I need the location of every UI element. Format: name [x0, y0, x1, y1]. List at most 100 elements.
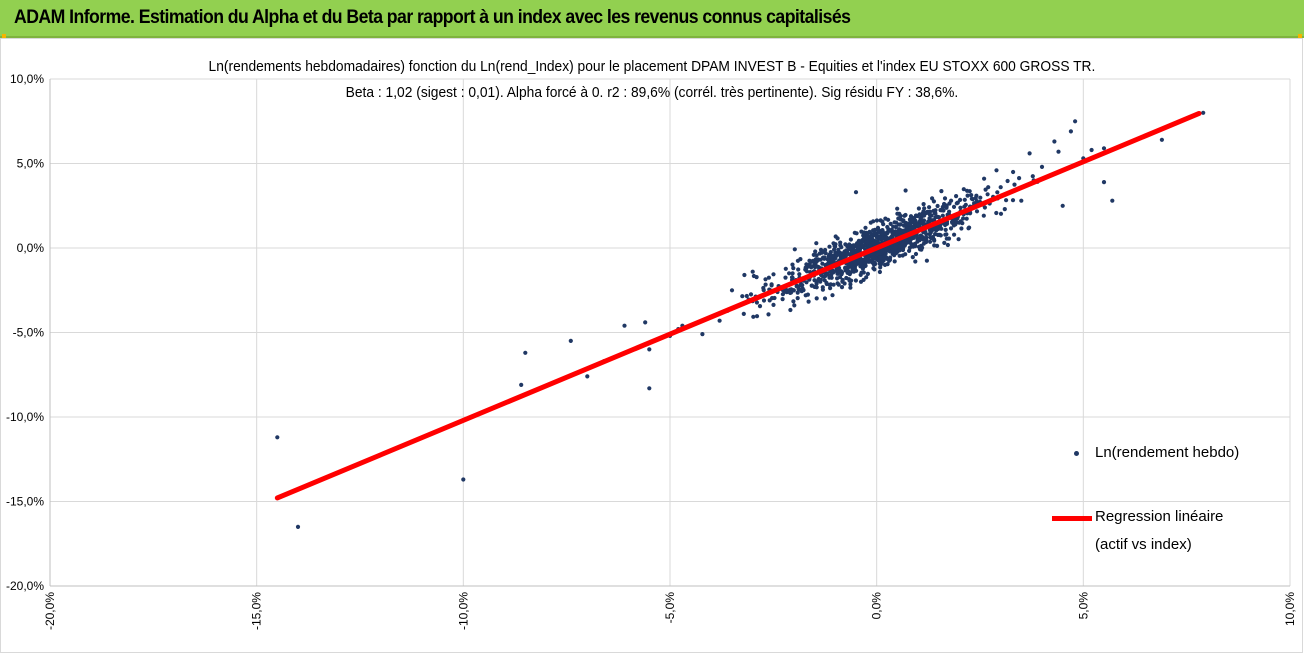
data-point — [962, 204, 967, 209]
data-point — [815, 264, 821, 269]
data-point — [851, 247, 856, 252]
y-tick-label: 0,0% — [17, 241, 45, 255]
data-point — [921, 202, 926, 207]
chart-area: 10,0% 5,0% 0,0% -5,0% -10,0% -15,0% -20,0% -20,… — [0, 38, 1304, 654]
data-point — [893, 224, 899, 230]
data-point — [800, 283, 805, 288]
data-point — [922, 237, 927, 242]
x-tick-label: 0,0% — [870, 592, 884, 620]
data-point — [928, 239, 933, 244]
data-point — [783, 275, 788, 280]
data-point — [865, 240, 870, 245]
data-point — [823, 247, 828, 253]
data-point — [974, 193, 979, 198]
data-point — [913, 259, 918, 264]
data-point — [974, 199, 979, 204]
data-point — [908, 214, 914, 219]
data-point — [519, 382, 524, 387]
data-point — [763, 282, 768, 287]
legend-marker-regression — [1052, 516, 1092, 521]
data-point — [852, 230, 857, 235]
data-point — [952, 232, 957, 237]
data-point — [780, 297, 785, 302]
data-point — [748, 292, 754, 297]
data-point — [898, 229, 903, 234]
data-point — [804, 262, 809, 267]
x-tick-label: -10,0% — [456, 592, 470, 630]
data-point — [771, 302, 776, 307]
legend-label-regression-1: Regression linéaire — [1095, 508, 1224, 525]
data-point — [523, 350, 528, 355]
chart-title: Ln(rendements hebdomadaires) fonction du… — [0, 58, 1304, 75]
data-point — [908, 222, 913, 227]
data-point — [985, 192, 990, 197]
y-tick-label: -20,0% — [6, 579, 44, 593]
data-point — [817, 278, 822, 283]
data-point — [954, 194, 959, 199]
data-point — [872, 267, 877, 272]
data-point — [951, 204, 957, 209]
data-point — [994, 168, 999, 173]
data-point — [853, 278, 859, 283]
data-point — [958, 205, 963, 210]
data-point — [861, 270, 866, 275]
data-point — [935, 243, 940, 248]
data-point — [804, 269, 810, 274]
data-point — [836, 282, 841, 287]
data-point — [796, 267, 801, 272]
data-point — [886, 248, 891, 253]
data-point — [862, 235, 867, 241]
data-point — [783, 266, 788, 271]
data-point — [966, 226, 971, 231]
data-point — [1039, 164, 1045, 169]
data-point — [933, 215, 938, 220]
y-tick-label: 5,0% — [17, 157, 45, 171]
data-point — [771, 272, 776, 277]
data-point — [795, 296, 800, 301]
data-point — [864, 275, 869, 280]
data-point — [750, 269, 755, 274]
data-point — [927, 216, 932, 221]
data-point — [883, 251, 888, 256]
data-point — [874, 239, 879, 244]
data-point — [1011, 169, 1016, 175]
chart-title-text: Ln(rendements hebdomadaires) fonction du… — [208, 58, 1096, 75]
data-point — [868, 243, 873, 248]
data-point — [1004, 198, 1009, 203]
chart-subtitle-text: Beta : 1,02 (sigest : 0,01). Alpha forcé… — [345, 84, 959, 101]
data-point — [897, 253, 902, 258]
data-point — [643, 320, 648, 325]
data-point — [982, 205, 988, 210]
data-point — [1012, 182, 1017, 187]
data-point — [944, 204, 949, 209]
data-point — [969, 196, 974, 201]
data-point — [965, 193, 970, 198]
data-point — [295, 524, 301, 529]
data-point — [908, 236, 913, 241]
chart-subtitle: Beta : 1,02 (sigest : 0,01). Alpha forcé… — [0, 84, 1304, 101]
data-point — [1159, 137, 1164, 142]
data-point — [962, 197, 967, 202]
data-point — [795, 290, 800, 295]
data-point — [828, 286, 833, 291]
data-point — [939, 208, 944, 213]
data-point — [1073, 119, 1078, 124]
data-point — [740, 294, 745, 299]
data-point — [847, 278, 852, 283]
data-point — [1005, 178, 1010, 184]
data-point — [964, 216, 969, 221]
data-point — [856, 238, 862, 243]
data-point — [909, 243, 915, 248]
data-point — [986, 185, 991, 190]
data-point — [1068, 129, 1073, 134]
data-point — [742, 272, 747, 278]
legend-label-regression-2: (actif vs index) — [1095, 536, 1192, 553]
data-point — [955, 200, 960, 205]
data-point — [933, 208, 938, 213]
data-point — [905, 240, 910, 245]
data-point — [863, 261, 868, 266]
data-point — [863, 257, 868, 262]
data-point — [1002, 207, 1007, 212]
data-point — [928, 235, 933, 240]
data-point — [913, 251, 919, 257]
